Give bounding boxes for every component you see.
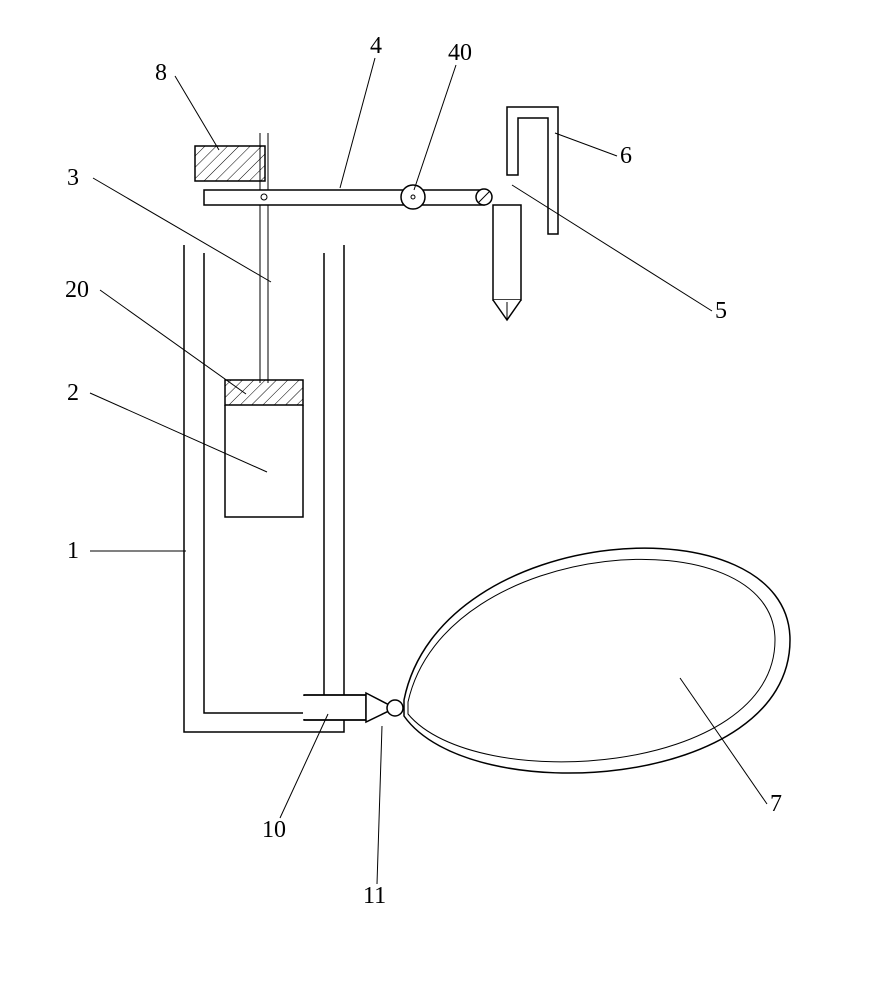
valve-connector bbox=[387, 700, 403, 716]
label-3: 3 bbox=[67, 165, 79, 191]
leader-40 bbox=[414, 65, 456, 190]
leader-4 bbox=[340, 58, 375, 188]
container-inner bbox=[204, 253, 324, 713]
piston-body bbox=[225, 405, 303, 517]
leader-6 bbox=[555, 133, 617, 156]
piston-top-hatched bbox=[225, 380, 303, 405]
lever-bar bbox=[204, 190, 484, 205]
leader-11 bbox=[377, 726, 382, 884]
balloon-inner bbox=[408, 559, 775, 762]
counterweight-block bbox=[195, 146, 265, 181]
label-4: 4 bbox=[370, 33, 382, 59]
leader-8 bbox=[175, 76, 219, 150]
label-5: 5 bbox=[715, 298, 727, 324]
leader-20 bbox=[100, 290, 246, 394]
label-6: 6 bbox=[620, 143, 632, 169]
label-1: 1 bbox=[67, 538, 79, 564]
balloon-outer bbox=[404, 548, 790, 773]
pivot-wheel bbox=[401, 185, 425, 209]
label-2: 2 bbox=[67, 380, 79, 406]
container-outer bbox=[184, 245, 344, 732]
leader-5 bbox=[512, 185, 712, 311]
leader-10 bbox=[280, 714, 328, 818]
label-20: 20 bbox=[65, 277, 89, 303]
hanging-strip bbox=[493, 205, 521, 300]
label-40: 40 bbox=[448, 40, 472, 66]
outlet-tube bbox=[304, 695, 366, 720]
label-7: 7 bbox=[770, 791, 782, 817]
label-10: 10 bbox=[262, 817, 286, 843]
label-8: 8 bbox=[155, 60, 167, 86]
label-11: 11 bbox=[363, 883, 386, 909]
